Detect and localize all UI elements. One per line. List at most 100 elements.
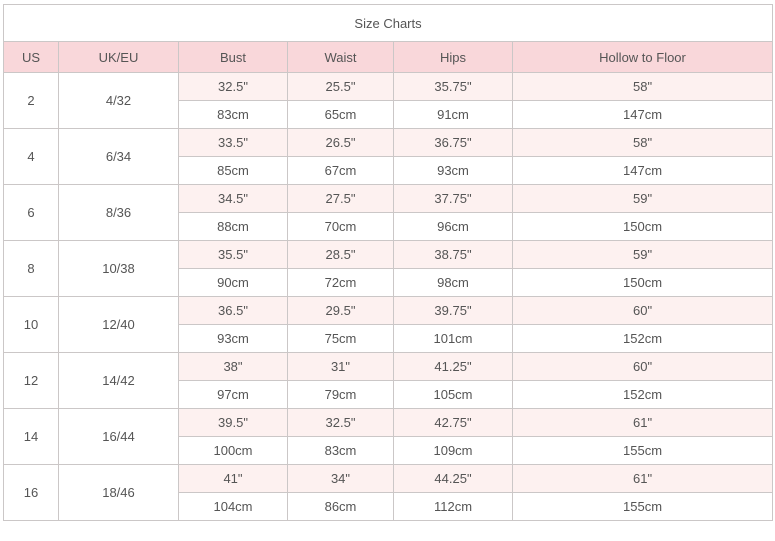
waist-inches-cell: 26.5" — [287, 128, 394, 157]
hips-inches-cell: 41.25" — [393, 352, 513, 381]
size-row-inches: 2 4/32 32.5" 25.5" 35.75" 58" — [3, 72, 774, 129]
size-row-inches: 4 6/34 33.5" 26.5" 36.75" 58" — [3, 128, 774, 185]
bust-cm-cell: 97cm — [178, 380, 288, 409]
page-title: Size Charts — [2, 4, 774, 42]
hollow-to-floor-inches-cell: 59" — [511, 184, 774, 213]
hollow-to-floor-inches-cell: 58" — [511, 72, 774, 101]
bust-inches-cell: 35.5" — [178, 240, 288, 269]
bust-inches-cell: 38" — [178, 352, 288, 381]
hollow-to-floor-inches-cell: 58" — [511, 128, 774, 157]
size-chart-table: Size Charts US UK/EU Bust Waist Hips Hol… — [2, 4, 774, 521]
hips-inches-cell: 38.75" — [393, 240, 513, 269]
size-row-inches: 16 18/46 41" 34" 44.25" 61" — [3, 464, 774, 521]
waist-cm-cell: 72cm — [287, 268, 394, 297]
bust-cm-cell: 93cm — [178, 324, 288, 353]
uk-eu-size-cell: 18/46 — [58, 464, 179, 521]
hips-inches-cell: 37.75" — [393, 184, 513, 213]
hips-cm-cell: 91cm — [393, 100, 513, 129]
us-size-cell: 10 — [3, 296, 59, 353]
size-row-cm: 104cm 86cm 112cm 155cm — [4, 492, 774, 521]
waist-cm-cell: 86cm — [287, 492, 394, 521]
bust-cm-cell: 90cm — [178, 268, 288, 297]
bust-inches-cell: 41" — [178, 464, 288, 493]
bust-cm-cell: 88cm — [178, 212, 288, 241]
bust-inches-cell: 32.5" — [178, 72, 288, 101]
waist-cm-cell: 67cm — [287, 156, 394, 185]
bust-cm-cell: 85cm — [178, 156, 288, 185]
us-size-cell: 16 — [3, 464, 59, 521]
us-size-cell: 12 — [3, 352, 59, 409]
hips-cm-cell: 109cm — [393, 436, 513, 465]
size-row-cm: 83cm 65cm 91cm 147cm — [4, 100, 774, 129]
bust-cm-cell: 104cm — [178, 492, 288, 521]
waist-inches-cell: 27.5" — [287, 184, 394, 213]
uk-eu-size-cell: 14/42 — [58, 352, 179, 409]
us-size-cell: 14 — [3, 408, 59, 465]
size-row-inches: 8 10/38 35.5" 28.5" 38.75" 59" — [3, 240, 774, 297]
size-row-inches: 12 14/42 38" 31" 41.25" 60" — [3, 352, 774, 409]
size-row-cm: 88cm 70cm 96cm 150cm — [4, 212, 774, 241]
column-header-us: US — [3, 41, 59, 73]
waist-inches-cell: 32.5" — [287, 408, 394, 437]
hollow-to-floor-cm-cell: 152cm — [511, 324, 774, 353]
hips-cm-cell: 105cm — [393, 380, 513, 409]
hollow-to-floor-inches-cell: 61" — [511, 408, 774, 437]
hips-cm-cell: 93cm — [393, 156, 513, 185]
hips-cm-cell: 98cm — [393, 268, 513, 297]
size-row-inches: 6 8/36 34.5" 27.5" 37.75" 59" — [3, 184, 774, 241]
uk-eu-size-cell: 16/44 — [58, 408, 179, 465]
size-table-body: 2 4/32 32.5" 25.5" 35.75" 58" 83cm 65cm 91cm 147c… — [3, 72, 774, 521]
column-header-hips: Hips — [393, 41, 513, 73]
hollow-to-floor-inches-cell: 61" — [511, 464, 774, 493]
uk-eu-size-cell: 12/40 — [58, 296, 179, 353]
hips-inches-cell: 36.75" — [393, 128, 513, 157]
uk-eu-size-cell: 4/32 — [58, 72, 179, 129]
us-size-cell: 8 — [3, 240, 59, 297]
hips-cm-cell: 96cm — [393, 212, 513, 241]
waist-cm-cell: 83cm — [287, 436, 394, 465]
column-header-bust: Bust — [178, 41, 288, 73]
waist-inches-cell: 25.5" — [287, 72, 394, 101]
bust-inches-cell: 34.5" — [178, 184, 288, 213]
us-size-cell: 4 — [3, 128, 59, 185]
waist-cm-cell: 70cm — [287, 212, 394, 241]
column-header-uk-eu: UK/EU — [58, 41, 179, 73]
column-header-waist: Waist — [287, 41, 394, 73]
bust-cm-cell: 83cm — [178, 100, 288, 129]
column-header-row: US UK/EU Bust Waist Hips Hollow to Floor — [3, 41, 774, 73]
hips-cm-cell: 101cm — [393, 324, 513, 353]
hollow-to-floor-cm-cell: 147cm — [511, 100, 774, 129]
size-row-inches: 10 12/40 36.5" 29.5" 39.75" 60" — [3, 296, 774, 353]
bust-cm-cell: 100cm — [178, 436, 288, 465]
waist-inches-cell: 29.5" — [287, 296, 394, 325]
hollow-to-floor-inches-cell: 60" — [511, 352, 774, 381]
size-row-cm: 90cm 72cm 98cm 150cm — [4, 268, 774, 297]
waist-inches-cell: 28.5" — [287, 240, 394, 269]
uk-eu-size-cell: 10/38 — [58, 240, 179, 297]
size-row-inches: 14 16/44 39.5" 32.5" 42.75" 61" — [3, 408, 774, 465]
hips-inches-cell: 44.25" — [393, 464, 513, 493]
column-header-hollow-to-floor: Hollow to Floor — [511, 41, 774, 73]
waist-cm-cell: 79cm — [287, 380, 394, 409]
us-size-cell: 2 — [3, 72, 59, 129]
waist-cm-cell: 65cm — [287, 100, 394, 129]
title-row: Size Charts — [2, 4, 774, 42]
hollow-to-floor-cm-cell: 150cm — [511, 268, 774, 297]
waist-inches-cell: 31" — [287, 352, 394, 381]
hips-cm-cell: 112cm — [393, 492, 513, 521]
hollow-to-floor-inches-cell: 60" — [511, 296, 774, 325]
hollow-to-floor-cm-cell: 155cm — [511, 436, 774, 465]
uk-eu-size-cell: 6/34 — [58, 128, 179, 185]
size-row-cm: 97cm 79cm 105cm 152cm — [4, 380, 774, 409]
waist-cm-cell: 75cm — [287, 324, 394, 353]
hips-inches-cell: 42.75" — [393, 408, 513, 437]
us-size-cell: 6 — [3, 184, 59, 241]
uk-eu-size-cell: 8/36 — [58, 184, 179, 241]
size-row-cm: 85cm 67cm 93cm 147cm — [4, 156, 774, 185]
hollow-to-floor-cm-cell: 155cm — [511, 492, 774, 521]
hollow-to-floor-inches-cell: 59" — [511, 240, 774, 269]
bust-inches-cell: 36.5" — [178, 296, 288, 325]
hollow-to-floor-cm-cell: 147cm — [511, 156, 774, 185]
bust-inches-cell: 33.5" — [178, 128, 288, 157]
